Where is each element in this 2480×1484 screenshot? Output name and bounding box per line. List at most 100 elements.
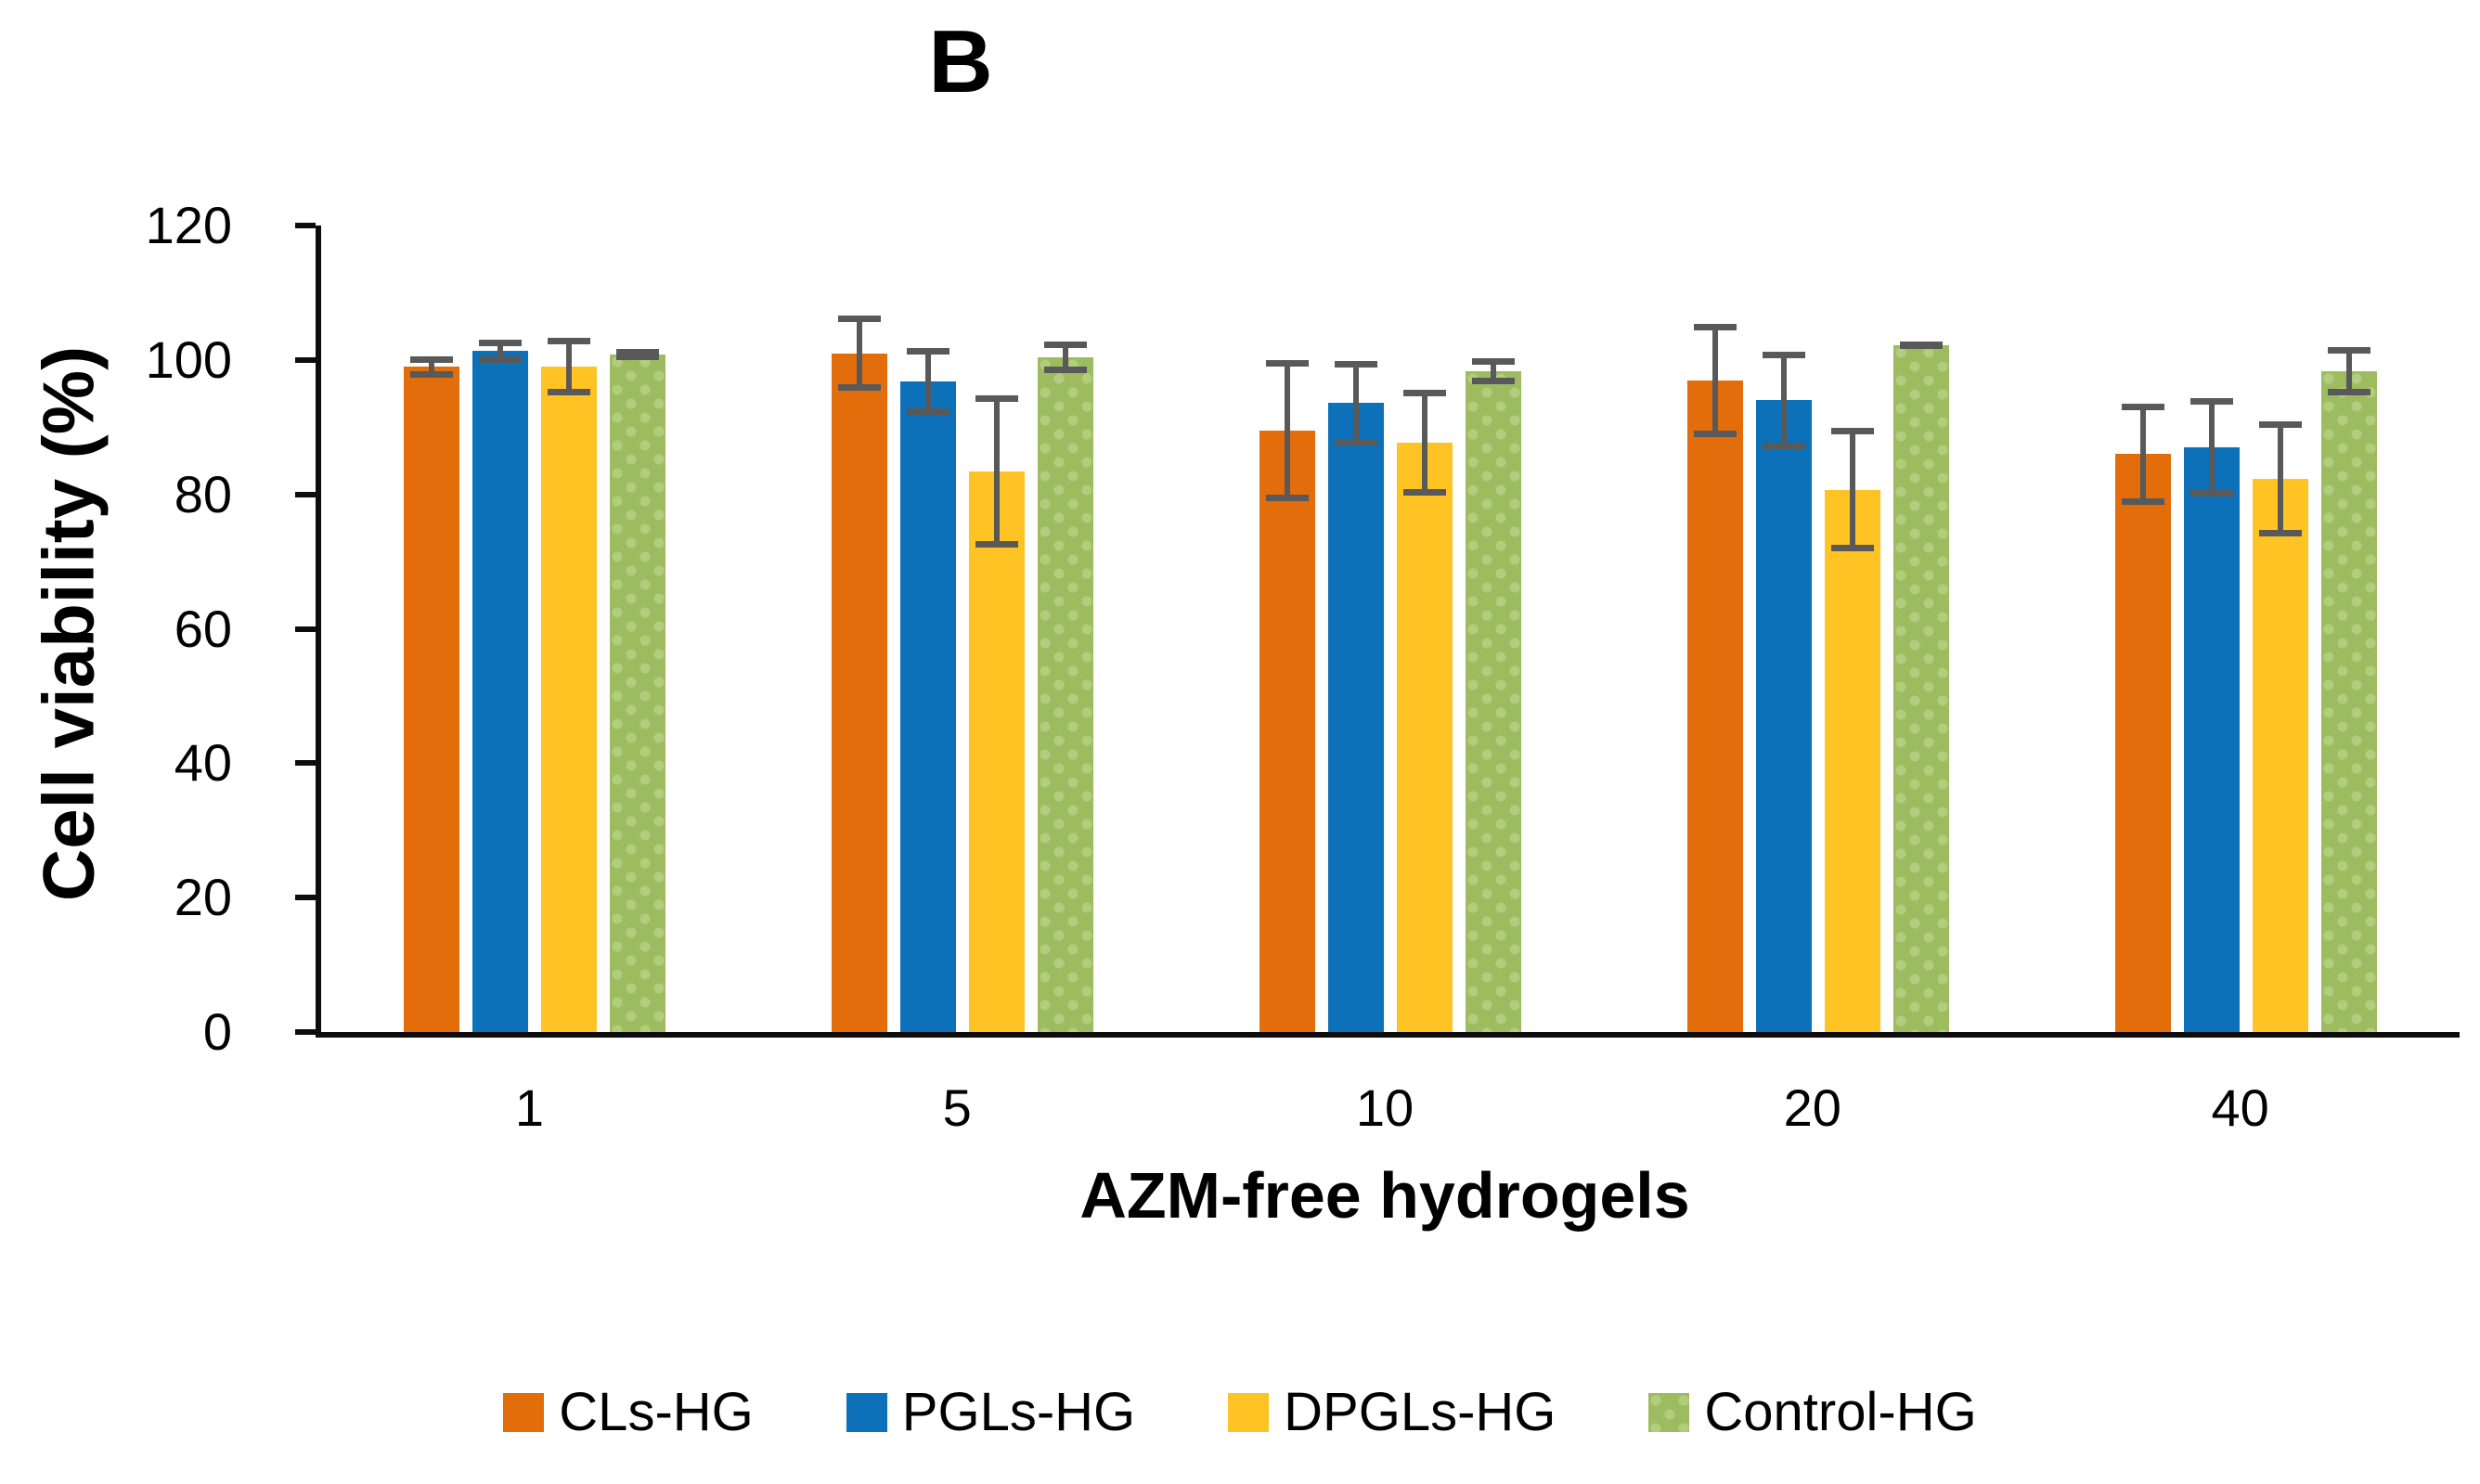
- error-bar-CLs-HG-1: [410, 355, 454, 378]
- y-tick-mark-80: [295, 491, 316, 497]
- error-bar-cap-bottom: [1830, 545, 1874, 552]
- bar-Control-HG-20: [1892, 341, 1949, 1032]
- bar-Control-HG-1: [610, 349, 666, 1032]
- legend-swatch-CLs-HG: [503, 1392, 545, 1432]
- error-bar-cap-bottom: [479, 355, 523, 363]
- error-bar-stem: [2277, 421, 2283, 536]
- error-bar-cap-bottom: [1899, 342, 1943, 350]
- error-bar-stem: [1284, 359, 1290, 501]
- error-bar-stem: [497, 340, 504, 363]
- error-bar-Control-HG-1: [616, 349, 660, 360]
- x-category-label-5: 5: [942, 1078, 972, 1137]
- bar-PGLs-HG-1: [472, 340, 529, 1032]
- error-bar-cap-bottom: [1762, 442, 1805, 449]
- error-bar-DPGLs-HG-10: [1402, 389, 1446, 497]
- error-bar-stem: [1490, 358, 1496, 384]
- chart-title: B: [928, 12, 993, 111]
- y-tick-mark-20: [295, 895, 316, 901]
- y-axis-tick-labels: 0 20 40 60 80 100 120: [0, 196, 232, 1061]
- y-tick-label-40: 40: [174, 733, 232, 793]
- error-bar-PGLs-HG-20: [1762, 352, 1805, 449]
- error-bar-cap-bottom: [1471, 377, 1515, 384]
- error-bar-PGLs-HG-5: [907, 347, 950, 416]
- legend-item-DPGLs-HG: DPGLs-HG: [1228, 1383, 1556, 1442]
- y-tick-label-80: 80: [174, 464, 232, 523]
- error-bar-Control-HG-20: [1899, 341, 1943, 350]
- bar-DPGLs-HG-40: [2252, 421, 2308, 1032]
- y-tick-label-100: 100: [145, 329, 232, 389]
- error-bar-Control-HG-10: [1471, 358, 1515, 384]
- y-tick-label-0: 0: [202, 1002, 232, 1061]
- error-bar-cap-bottom: [1265, 495, 1309, 501]
- error-bar-stem: [1849, 428, 1855, 552]
- error-bar-cap-bottom: [1334, 438, 1377, 445]
- error-bar-cap-bottom: [1044, 366, 1088, 373]
- bar-group-40: [2032, 226, 2460, 1032]
- error-bar-stem: [2345, 347, 2352, 396]
- legend-label-DPGLs-HG: DPGLs-HG: [1284, 1382, 1556, 1442]
- error-bar-CLs-HG-20: [1693, 323, 1737, 437]
- bar-group-5: [749, 226, 1177, 1032]
- error-bar-PGLs-HG-40: [2189, 398, 2233, 497]
- bar-DPGLs-HG-5: [969, 395, 1026, 1032]
- error-bar-CLs-HG-10: [1265, 359, 1309, 501]
- y-tick-label-120: 120: [145, 196, 232, 254]
- bar-PGLs-HG-10: [1327, 360, 1384, 1032]
- legend-swatch-PGLs-HG: [846, 1392, 887, 1432]
- error-bar-cap-bottom: [548, 389, 591, 396]
- bar-DPGLs-HG-10: [1396, 389, 1453, 1032]
- legend: CLs-HG PGLs-HG DPGLs-HG Control-HG: [0, 1383, 2480, 1442]
- bars-container: [321, 226, 2460, 1032]
- error-bar-CLs-HG-40: [2121, 403, 2164, 505]
- error-bar-Control-HG-40: [2327, 347, 2370, 396]
- y-tick-mark-60: [295, 626, 316, 632]
- y-tick-mark-40: [295, 760, 316, 767]
- bar-DPGLs-HG-1: [541, 338, 598, 1032]
- error-bar-stem: [1063, 342, 1069, 373]
- error-bar-DPGLs-HG-5: [975, 395, 1019, 548]
- error-bar-DPGLs-HG-20: [1830, 428, 1874, 552]
- bar-Control-HG-10: [1465, 358, 1521, 1032]
- bar-CLs-HG-5: [832, 316, 888, 1032]
- error-bar-cap-bottom: [907, 408, 950, 416]
- error-bar-stem: [1352, 360, 1359, 445]
- bar-Control-HG-40: [2320, 347, 2377, 1032]
- legend-label-PGLs-HG: PGLs-HG: [901, 1382, 1136, 1442]
- x-category-label-40: 40: [2211, 1078, 2269, 1137]
- legend-swatch-Control-HG: [1648, 1392, 1690, 1432]
- error-bar-cap-bottom: [975, 540, 1019, 548]
- error-bar-stem: [925, 347, 932, 416]
- bar-group-10: [1177, 226, 1605, 1032]
- x-axis-title: AZM-free hydrogels: [1079, 1159, 1690, 1232]
- y-tick-mark-0: [295, 1029, 316, 1035]
- x-category-label-10: 10: [1355, 1078, 1414, 1137]
- error-bar-stem: [2208, 398, 2215, 497]
- error-bar-cap-bottom: [1402, 489, 1446, 497]
- y-tick-mark-100: [295, 356, 316, 363]
- error-bar-cap-bottom: [2121, 497, 2164, 505]
- error-bar-Control-HG-5: [1044, 342, 1088, 373]
- x-category-label-20: 20: [1783, 1078, 1841, 1137]
- error-bar-cap-bottom: [1693, 430, 1737, 437]
- bar-DPGLs-HG-20: [1824, 428, 1880, 1032]
- x-axis-category-labels: 1 5 10 20 40: [316, 1073, 2454, 1143]
- legend-swatch-DPGLs-HG: [1228, 1392, 1270, 1432]
- y-tick-label-20: 20: [174, 868, 232, 927]
- error-bar-PGLs-HG-1: [479, 340, 523, 363]
- legend-item-PGLs-HG: PGLs-HG: [846, 1383, 1135, 1442]
- error-bar-cap-bottom: [2258, 529, 2302, 536]
- bar-PGLs-HG-40: [2183, 398, 2240, 1032]
- bar-group-1: [321, 226, 749, 1032]
- error-bar-stem: [1780, 352, 1787, 449]
- bar-PGLs-HG-20: [1755, 352, 1812, 1032]
- error-bar-CLs-HG-5: [838, 316, 882, 392]
- bar-PGLs-HG-5: [900, 347, 957, 1032]
- error-bar-DPGLs-HG-40: [2258, 421, 2302, 536]
- error-bar-DPGLs-HG-1: [548, 338, 591, 396]
- bar-group-20: [1604, 226, 2032, 1032]
- bar-Control-HG-5: [1038, 342, 1094, 1032]
- error-bar-PGLs-HG-10: [1334, 360, 1377, 445]
- error-bar-stem: [857, 316, 863, 392]
- legend-item-CLs-HG: CLs-HG: [503, 1383, 754, 1442]
- error-bar-cap-bottom: [616, 353, 660, 360]
